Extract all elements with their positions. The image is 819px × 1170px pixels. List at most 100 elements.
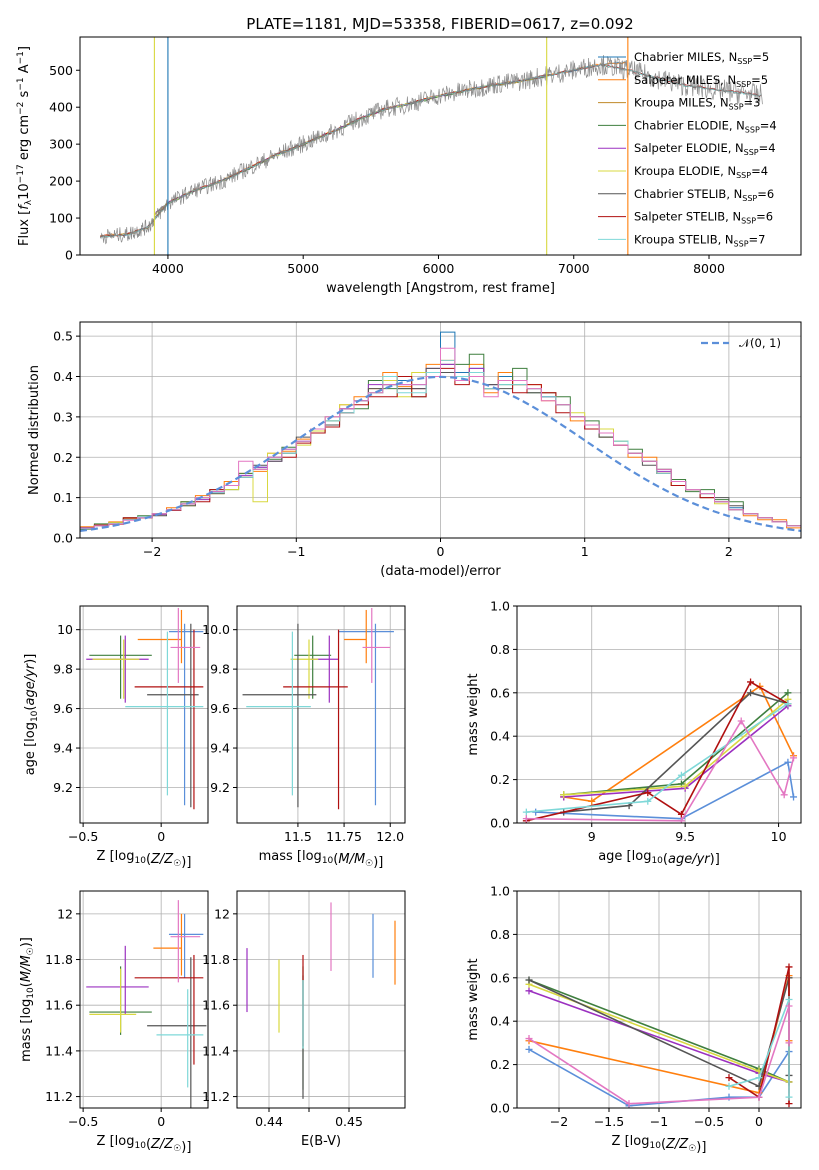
plot-area [237,606,405,823]
legend-sub: SSP [742,194,757,203]
plot-area [99,37,763,255]
axes-frame [516,605,802,824]
legend-text: Chabrier STELIB, N [634,187,742,201]
weight-series-line [535,760,795,820]
x-tick-label: 2 [725,544,733,559]
y-axis-label-part: λ [24,199,34,205]
legend-label: Salpeter MILES, NSSP=5 [634,73,768,89]
y-axis-label-part: age/yr [23,662,38,705]
legend-sub: SSP [736,80,751,89]
y-tick-label: 0 [65,248,73,263]
y-tick-label: 0.8 [490,927,510,942]
y-tick-label: 300 [49,137,73,152]
weight-point-marker [785,1002,793,1010]
x-tick-label: −1 [287,544,305,559]
weight-point-marker [522,808,530,816]
weight-point-marker [522,815,530,823]
legend-label: 𝒩(0, 1) [739,336,781,350]
x-axis-label-part: ☉ [365,859,373,869]
y-tick-label: 0.6 [490,970,510,985]
y-tick-label: 12 [214,906,230,921]
x-axis-label: age [log10(age/yr)] [598,849,720,867]
x-axis-label-part: 10 [649,1141,661,1151]
legend-text: Kroupa ELODIE, N [634,164,736,178]
y-tick-label: 0.2 [490,1057,510,1072]
x-axis-label-part: Z/Z [150,852,174,867]
y-tick-label: 9.2 [53,780,73,795]
histogram-step [80,347,801,529]
axes-frame [236,890,406,1109]
legend-sub: SSP [736,171,751,180]
weight-point-marker [785,1100,793,1108]
x-tick-label: 1 [581,544,589,559]
panel-spectrum: 4000 5000 6000 7000 8000 0 100 200 300 400 500 wave… [16,36,802,296]
y-tick-label: 0.5 [53,329,73,344]
x-tick-label: 12.0 [376,829,404,844]
y-tick-label: 11.2 [202,1089,230,1104]
y-axis-label-part: ☉ [26,947,36,955]
x-axis-label-part: M/M [338,852,365,867]
weight-point-marker [785,1093,793,1101]
x-axis-label-part: ☉ [173,1144,181,1154]
x-axis-label-part: )] [696,1140,706,1155]
weight-point-marker [790,793,798,801]
y-tick-label: 9.8 [210,662,230,677]
weight-point-marker [644,797,652,805]
legend-text: =7 [749,232,766,246]
y-tick-label: 1.0 [490,599,510,614]
legend-label: Chabrier ELODIE, NSSP=4 [634,118,777,134]
weight-point-marker [737,717,745,725]
plot-area [237,891,405,1108]
y-axis-label-part: erg cm [17,115,32,164]
weight-point-marker [681,782,689,790]
weight-point-marker [525,1045,533,1053]
y-tick-label: 0.8 [490,642,510,657]
x-axis-label: (data-model)/error [380,564,501,579]
weight-point-marker [755,1093,763,1101]
y-tick-label: 500 [49,63,73,78]
y-tick-label: 11.6 [202,998,230,1013]
x-tick-label: 11.75 [326,829,362,844]
x-tick-label: −1.5 [594,1114,624,1129]
x-tick-label: 8000 [693,261,725,276]
x-axis-label-part: E(B-V) [301,1134,341,1149]
spectrum-series-line [99,54,763,245]
y-axis-label: mass [log10(M/M☉)] [19,937,36,1062]
x-tick-label: 6000 [423,261,455,276]
legend-label: Chabrier MILES, NSSP=5 [634,50,769,66]
weight-point-marker [525,1035,533,1043]
y-tick-label: 11.6 [45,998,73,1013]
weight-point-marker [785,1039,793,1047]
legend-label: Kroupa STELIB, NSSP=7 [634,232,765,248]
x-tick-label: −2 [550,1114,568,1129]
x-axis-label-part: Z/Z [150,1137,174,1152]
x-axis-label-part: age/yr [668,852,711,867]
x-tick-label: 10 [771,829,787,844]
weight-point-marker [644,789,652,797]
y-tick-label: 0.4 [490,729,510,744]
panel-weight_vs_Z: −2 −1.5 −1 −0.5 0 0.0 0.2 0.4 0.6 0.8 1.0 Z [log10(… [466,884,802,1155]
weight-point-marker [725,1082,733,1090]
y-tick-label: 0.0 [490,816,510,831]
y-axis-label-part: f [17,203,32,210]
weight-point-marker [525,976,533,984]
weight-point-marker [588,797,596,805]
y-tick-label: 10 [57,622,73,637]
legend-text: Salpeter ELODIE, N [634,141,744,155]
y-tick-label: 0.4 [53,369,73,384]
legend-sub: SSP [744,148,759,157]
x-axis-label-part: )] [373,855,383,870]
y-tick-label: 9.4 [53,741,73,756]
x-tick-label: 4000 [152,261,184,276]
legend-text: =3 [744,96,761,110]
y-tick-label: 9.8 [53,662,73,677]
legend-text: =6 [757,187,774,201]
weight-series-line [526,702,789,813]
x-tick-label: 11.5 [284,829,312,844]
y-axis-label-part: ( [23,706,38,711]
y-axis-label-part: −2 [16,102,26,115]
y-tick-label: 11.4 [202,1043,230,1058]
axes-frame [236,605,406,824]
x-axis-label: Z [log10(Z/Z☉)] [97,849,192,870]
